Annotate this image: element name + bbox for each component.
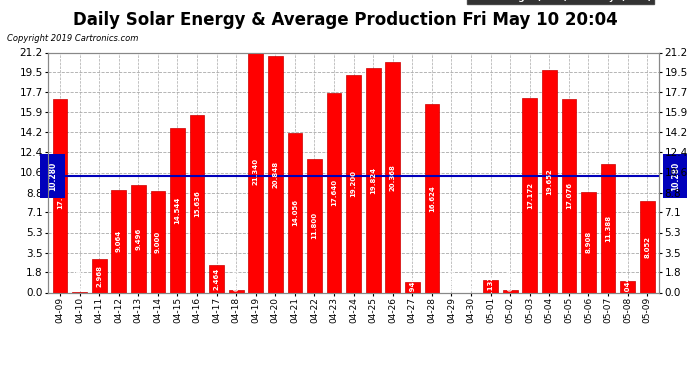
Text: 17.076: 17.076 bbox=[566, 182, 572, 209]
Text: 15.636: 15.636 bbox=[194, 190, 200, 217]
Bar bbox=[640, 201, 655, 292]
Text: Copyright 2019 Cartronics.com: Copyright 2019 Cartronics.com bbox=[7, 34, 138, 43]
Text: 10.280: 10.280 bbox=[48, 162, 57, 191]
Text: 17.116: 17.116 bbox=[57, 182, 63, 209]
Text: 11.800: 11.800 bbox=[311, 212, 317, 239]
Bar bbox=[111, 190, 126, 292]
Text: 17.172: 17.172 bbox=[526, 182, 533, 209]
Text: 14.056: 14.056 bbox=[292, 200, 298, 226]
Text: 8.908: 8.908 bbox=[586, 231, 591, 253]
Text: 0.076: 0.076 bbox=[77, 269, 83, 291]
Text: 19.200: 19.200 bbox=[351, 170, 357, 197]
Text: 11.388: 11.388 bbox=[605, 214, 611, 242]
Text: 20.368: 20.368 bbox=[390, 164, 396, 190]
Text: 21.340: 21.340 bbox=[253, 158, 259, 185]
Legend: Average  (kWh), Daily  (kWh): Average (kWh), Daily (kWh) bbox=[467, 0, 654, 4]
Bar bbox=[620, 280, 635, 292]
Bar bbox=[581, 192, 596, 292]
Bar bbox=[170, 128, 185, 292]
Text: 19.824: 19.824 bbox=[371, 167, 376, 194]
Text: 0.000: 0.000 bbox=[448, 269, 455, 291]
Bar bbox=[52, 99, 68, 292]
Bar bbox=[131, 185, 146, 292]
Text: 9.064: 9.064 bbox=[116, 230, 121, 252]
Text: 20.848: 20.848 bbox=[273, 161, 278, 188]
Bar bbox=[150, 190, 165, 292]
Bar bbox=[483, 280, 498, 292]
Text: 2.464: 2.464 bbox=[214, 267, 219, 290]
Text: 10.280: 10.280 bbox=[671, 162, 680, 191]
Bar bbox=[405, 282, 420, 292]
Text: 0.940: 0.940 bbox=[409, 276, 415, 298]
Bar bbox=[503, 290, 518, 292]
Bar bbox=[326, 93, 342, 292]
Bar bbox=[288, 134, 302, 292]
Bar bbox=[229, 291, 244, 292]
Text: 16.624: 16.624 bbox=[429, 185, 435, 212]
Text: 1.132: 1.132 bbox=[488, 275, 493, 297]
Text: 1.044: 1.044 bbox=[624, 275, 631, 298]
Text: 8.052: 8.052 bbox=[644, 236, 650, 258]
Text: 17.640: 17.640 bbox=[331, 179, 337, 206]
Text: 9.000: 9.000 bbox=[155, 230, 161, 253]
Bar bbox=[542, 70, 557, 292]
Bar bbox=[562, 99, 576, 292]
Bar bbox=[190, 116, 204, 292]
Text: 0.180: 0.180 bbox=[233, 269, 239, 291]
Bar bbox=[386, 62, 400, 292]
Text: 9.496: 9.496 bbox=[135, 228, 141, 250]
Text: 0.188: 0.188 bbox=[507, 269, 513, 291]
Bar bbox=[209, 265, 224, 292]
Bar bbox=[601, 164, 615, 292]
Bar bbox=[248, 51, 263, 292]
Bar bbox=[424, 104, 440, 292]
Text: 2.968: 2.968 bbox=[96, 265, 102, 287]
Text: 0.000: 0.000 bbox=[468, 269, 474, 291]
Text: 19.652: 19.652 bbox=[546, 168, 553, 195]
Bar bbox=[522, 98, 537, 292]
Bar bbox=[346, 75, 361, 292]
Bar bbox=[268, 57, 283, 292]
Bar bbox=[307, 159, 322, 292]
Text: Daily Solar Energy & Average Production Fri May 10 20:04: Daily Solar Energy & Average Production … bbox=[72, 11, 618, 29]
Text: 14.544: 14.544 bbox=[175, 196, 181, 224]
Bar bbox=[92, 259, 106, 292]
Bar bbox=[366, 68, 381, 292]
